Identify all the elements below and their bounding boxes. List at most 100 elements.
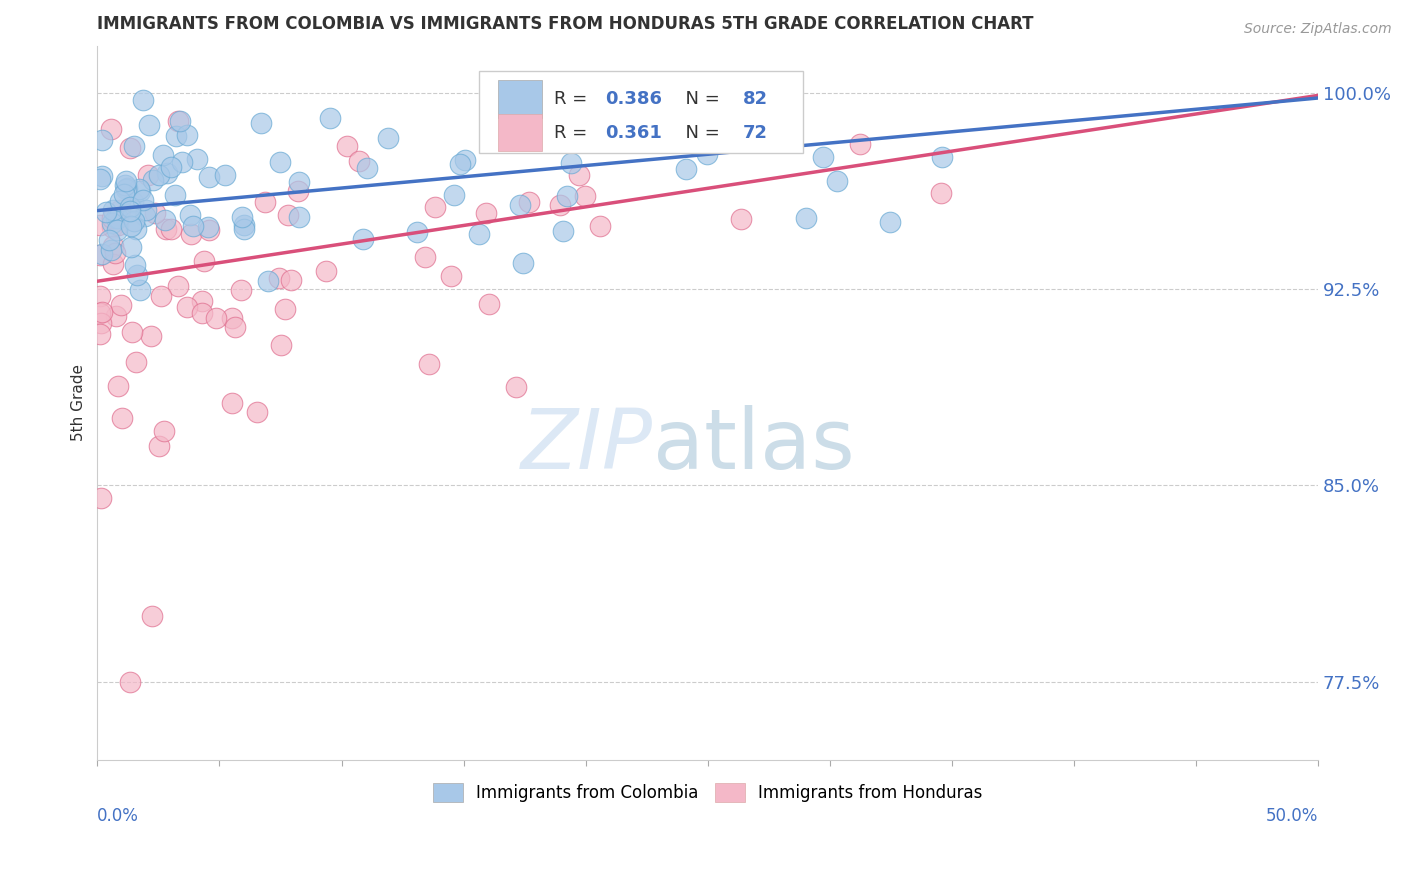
Point — [118, 674, 141, 689]
Text: N =: N = — [673, 124, 725, 142]
Point — [675, 162, 697, 177]
Point — [176, 301, 198, 315]
Point — [115, 181, 138, 195]
Point — [467, 227, 489, 241]
Point — [139, 328, 162, 343]
Point — [478, 297, 501, 311]
Point — [186, 153, 208, 167]
Point — [418, 357, 440, 371]
Point — [110, 298, 132, 312]
Text: ZIP: ZIP — [520, 405, 652, 486]
Legend: Immigrants from Colombia, Immigrants from Honduras: Immigrants from Colombia, Immigrants fro… — [426, 776, 990, 809]
Point — [214, 169, 236, 183]
Point — [107, 379, 129, 393]
Point — [122, 139, 145, 153]
Text: 50.0%: 50.0% — [1265, 807, 1319, 825]
Point — [120, 240, 142, 254]
Point — [160, 221, 183, 235]
Point — [110, 194, 132, 208]
Point — [197, 220, 219, 235]
Point — [696, 146, 718, 161]
Text: IMMIGRANTS FROM COLOMBIA VS IMMIGRANTS FROM HONDURAS 5TH GRADE CORRELATION CHART: IMMIGRANTS FROM COLOMBIA VS IMMIGRANTS F… — [97, 15, 1033, 33]
Point — [167, 279, 190, 293]
Point — [98, 233, 121, 247]
Point — [929, 186, 952, 200]
Point — [103, 202, 125, 217]
Point — [180, 227, 202, 241]
Point — [165, 128, 187, 143]
Point — [269, 154, 291, 169]
Point — [249, 116, 271, 130]
Point — [125, 222, 148, 236]
Point — [176, 128, 198, 142]
Point — [128, 182, 150, 196]
Point — [413, 250, 436, 264]
Point — [931, 150, 953, 164]
Point — [131, 193, 153, 207]
Point — [589, 219, 612, 233]
Point — [136, 168, 159, 182]
Point — [166, 114, 188, 128]
Text: atlas: atlas — [652, 405, 855, 486]
Point — [142, 172, 165, 186]
Point — [135, 202, 157, 217]
Point — [440, 268, 463, 283]
Point — [221, 310, 243, 325]
Y-axis label: 5th Grade: 5th Grade — [72, 365, 86, 442]
Point — [257, 274, 280, 288]
Point — [813, 150, 835, 164]
Point — [101, 219, 124, 234]
Point — [120, 219, 142, 233]
Point — [273, 302, 295, 317]
Point — [89, 247, 111, 261]
Point — [454, 153, 477, 167]
Text: 0.386: 0.386 — [605, 90, 662, 108]
Point — [90, 305, 112, 319]
Point — [548, 198, 571, 212]
Point — [191, 306, 214, 320]
Point — [90, 316, 112, 330]
Point — [377, 131, 399, 145]
FancyBboxPatch shape — [498, 80, 541, 118]
Point — [155, 222, 177, 236]
Point — [124, 258, 146, 272]
Point — [89, 326, 111, 341]
Point — [555, 189, 578, 203]
Point — [153, 213, 176, 227]
Point — [505, 380, 527, 394]
Point — [120, 204, 142, 219]
Point — [319, 112, 342, 126]
Point — [197, 223, 219, 237]
Point — [253, 195, 276, 210]
Point — [148, 439, 170, 453]
Point — [128, 284, 150, 298]
Point — [280, 273, 302, 287]
Point — [509, 198, 531, 212]
Point — [349, 154, 371, 169]
Point — [551, 224, 574, 238]
Point — [879, 215, 901, 229]
Point — [143, 206, 166, 220]
Point — [449, 157, 471, 171]
Point — [138, 118, 160, 132]
Text: 0.0%: 0.0% — [97, 807, 139, 825]
Point — [517, 194, 540, 209]
Point — [560, 155, 582, 169]
Point — [287, 210, 309, 224]
Point — [574, 188, 596, 202]
Point — [89, 218, 111, 232]
Point — [423, 200, 446, 214]
Point — [568, 168, 591, 182]
Point — [169, 113, 191, 128]
Point — [160, 160, 183, 174]
Point — [89, 306, 111, 320]
Point — [122, 213, 145, 227]
Point — [94, 205, 117, 219]
Point — [107, 211, 129, 225]
Point — [153, 425, 176, 439]
Point — [89, 171, 111, 186]
Point — [827, 174, 849, 188]
Point — [114, 174, 136, 188]
Point — [101, 211, 124, 225]
Point — [475, 206, 498, 220]
